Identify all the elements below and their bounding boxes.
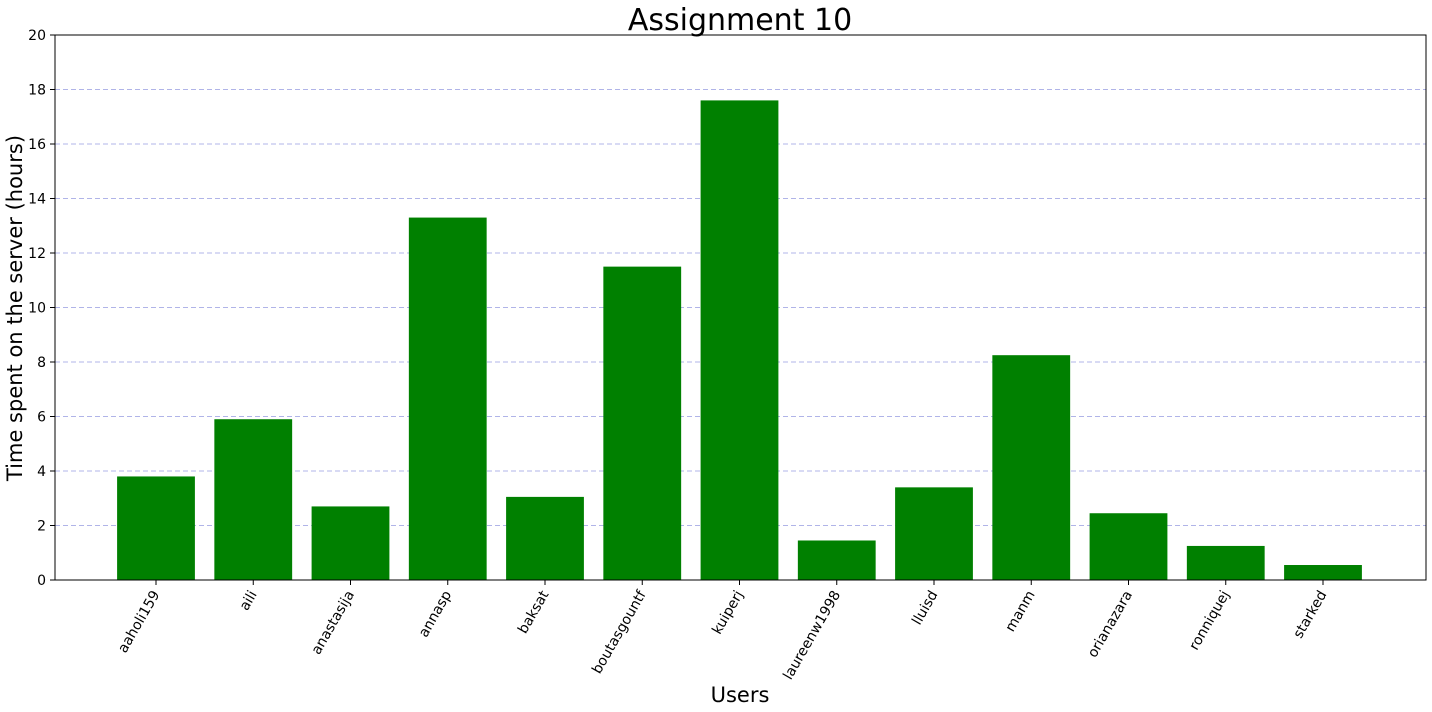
x-tick-label: laureenw1998 bbox=[780, 588, 844, 683]
bars bbox=[117, 100, 1362, 581]
bar-laureenw1998 bbox=[797, 540, 876, 580]
bar-starked bbox=[1284, 565, 1362, 580]
y-axis-label: Time spent on the server (hours) bbox=[3, 135, 27, 482]
x-axis-label: Users bbox=[711, 683, 770, 707]
y-tick-label: 2 bbox=[37, 519, 46, 535]
y-tick-label: 0 bbox=[37, 573, 46, 589]
y-tick-label: 10 bbox=[28, 301, 46, 317]
y-tick-label: 4 bbox=[37, 464, 46, 480]
x-axis-ticks: aaholi159 aili anastasija annasp baksat bouta… bbox=[115, 580, 1330, 683]
y-tick-label: 14 bbox=[28, 192, 46, 208]
bar-lluisd bbox=[895, 487, 973, 580]
bar-aili bbox=[214, 419, 293, 580]
x-tick-label: manm bbox=[1002, 588, 1038, 635]
y-tick-label: 20 bbox=[28, 28, 46, 44]
y-tick-label: 18 bbox=[28, 83, 46, 99]
bar-annasp bbox=[408, 217, 487, 580]
y-tick-label: 8 bbox=[37, 355, 46, 371]
bar-kuiperj bbox=[700, 100, 779, 581]
y-tick-label: 16 bbox=[28, 137, 46, 153]
x-tick-label: anastasija bbox=[309, 588, 358, 658]
chart-title: Assignment 10 bbox=[628, 3, 852, 38]
bar-ronniquej bbox=[1186, 545, 1265, 580]
x-tick-label: aaholi159 bbox=[115, 588, 163, 656]
x-tick-label: starked bbox=[1290, 588, 1330, 641]
x-tick-label: orianazara bbox=[1085, 588, 1136, 661]
bar-manm bbox=[992, 355, 1071, 580]
bar-orianazara bbox=[1089, 513, 1168, 580]
x-tick-label: ronniquej bbox=[1186, 588, 1233, 653]
y-axis-ticks: 0 2 4 6 8 10 12 14 16 18 20 bbox=[28, 28, 55, 589]
x-tick-label: baksat bbox=[515, 588, 553, 637]
x-tick-label: aili bbox=[237, 588, 261, 614]
x-tick-label: annasp bbox=[416, 588, 455, 640]
x-tick-label: boutasgountf bbox=[589, 587, 650, 677]
bar-anastasija bbox=[311, 506, 390, 580]
bar-baksat bbox=[506, 496, 584, 580]
bar-boutasgountf bbox=[603, 266, 682, 580]
y-tick-label: 6 bbox=[37, 410, 46, 426]
bar-aaholi159 bbox=[117, 476, 195, 580]
x-tick-label: lluisd bbox=[909, 588, 941, 628]
y-tick-label: 12 bbox=[28, 246, 46, 262]
x-tick-label: kuiperj bbox=[709, 588, 747, 637]
